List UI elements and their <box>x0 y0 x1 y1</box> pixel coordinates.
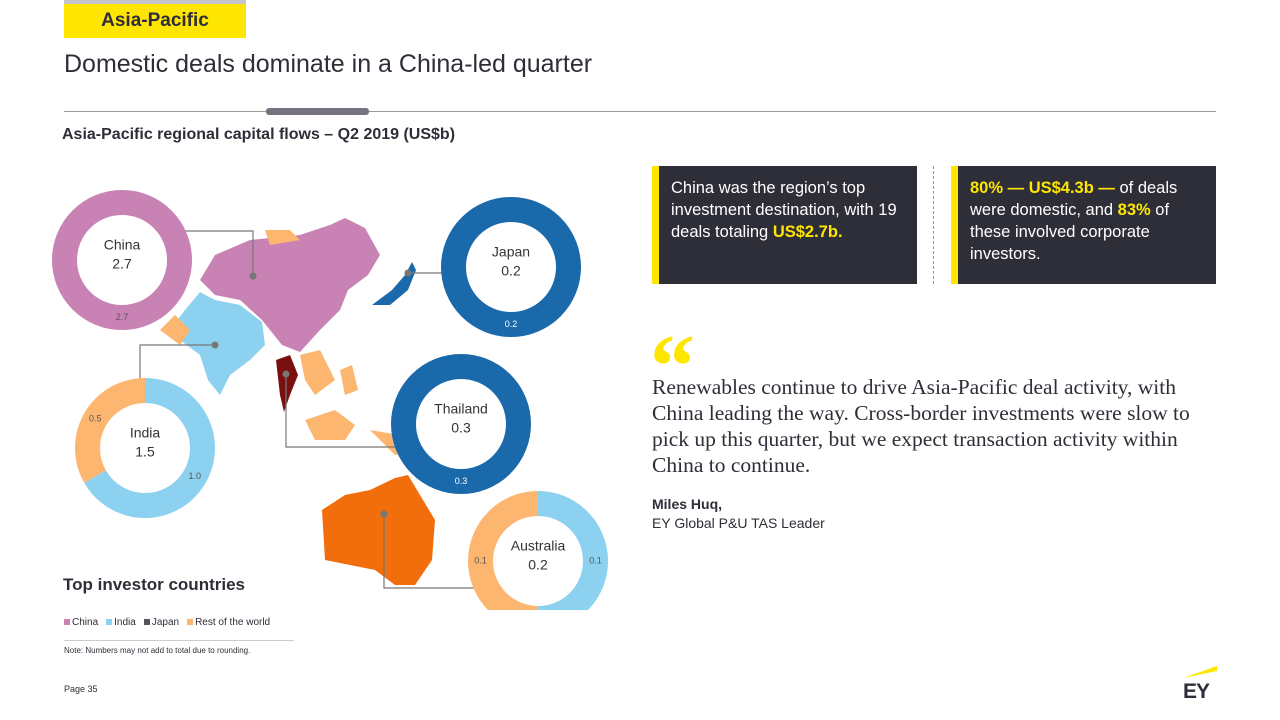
donut-title: India <box>130 425 161 441</box>
australia-shape <box>322 475 435 585</box>
legend-item: Rest of the world <box>187 617 270 628</box>
donut-total: 0.3 <box>451 420 471 436</box>
region-shape <box>300 350 335 395</box>
value-label: 0.1 <box>474 555 487 565</box>
legend-label: India <box>114 617 136 628</box>
quote-author: Miles Huq, <box>652 496 723 512</box>
legend-swatch <box>143 619 150 625</box>
logo-mark <box>1183 666 1217 678</box>
divider-tab <box>266 108 369 115</box>
donut-title: Australia <box>511 538 566 554</box>
dot <box>211 341 219 349</box>
callout-separator <box>933 166 934 284</box>
logo-beam <box>1183 666 1217 678</box>
legend-swatch <box>106 619 113 625</box>
slide-title: Domestic deals dominate in a China-led q… <box>64 50 593 78</box>
legend-label: China <box>72 617 99 628</box>
dot <box>249 272 257 280</box>
callout-text: of these involved corporate investors. <box>970 201 1170 263</box>
value-label: 0.1 <box>589 555 602 565</box>
donut-segment <box>52 190 192 330</box>
donut-hole <box>466 222 556 312</box>
japan-shape <box>372 262 416 305</box>
quote-mark: “ <box>650 317 695 416</box>
divider <box>64 111 1216 112</box>
page-number: Page 35 <box>64 684 98 694</box>
legend-item: China <box>64 617 98 628</box>
callout-text: 83% <box>1117 201 1151 219</box>
value-label: 0.5 <box>89 414 102 424</box>
donut-title: China <box>104 237 141 253</box>
value-label: 1.0 <box>189 471 202 481</box>
donut-hole <box>416 379 506 469</box>
legend-label: Rest of the world <box>195 617 271 628</box>
dot <box>380 510 388 518</box>
dot <box>404 269 412 277</box>
value-label: 2.7 <box>116 312 129 322</box>
donut-hole <box>100 403 190 493</box>
donut-total: 0.2 <box>528 557 548 573</box>
donut-total: 0.2 <box>501 263 521 279</box>
legend-swatch <box>187 619 194 625</box>
callout-text: China was the region’s top investment de… <box>671 179 897 241</box>
dot <box>282 370 290 378</box>
donut-segment <box>391 354 531 494</box>
legend-swatch <box>64 619 70 625</box>
region-shape <box>340 365 358 395</box>
value-label: 0.2 <box>505 319 518 329</box>
note: Note: Numbers may not add to total due t… <box>64 640 294 655</box>
china-shape <box>200 218 380 352</box>
map <box>160 218 435 585</box>
callout-text: of deals were domestic, and <box>970 179 1178 219</box>
donut-segment <box>468 491 608 610</box>
section-title: Asia-Pacific regional capital flows – Q2… <box>62 126 456 143</box>
value-label: 0.3 <box>455 476 468 486</box>
map-chart: 2.7 China 2.7 0.2 Japan 0.2 1.0 0.5 India 1.5 0.3 T… <box>52 190 608 610</box>
section-tag: Asia-Pacific <box>64 0 246 38</box>
callout-text: US$2.7b. <box>772 223 843 241</box>
thailand-shape <box>276 355 298 412</box>
logo: EY <box>1183 680 1210 703</box>
quote-text: Renewables continue to drive Asia-Pacifi… <box>652 375 1190 477</box>
legend: China India Japan Rest of the world <box>64 617 270 628</box>
donut-title: Japan <box>492 244 530 260</box>
callout-text: 80% — US$4.3b — <box>970 179 1115 197</box>
donut-total: 1.5 <box>135 444 155 460</box>
region-shape <box>160 315 190 345</box>
donut-segment <box>75 378 215 518</box>
legend-title: Top investor countries <box>63 575 245 594</box>
legend-label: Japan <box>151 617 180 628</box>
donut-total: 2.7 <box>112 256 132 272</box>
legend-item: Japan <box>143 617 180 628</box>
donut-segment <box>441 197 581 337</box>
legend-item: India <box>106 617 136 628</box>
donut-hole <box>77 215 167 305</box>
quote-role: EY Global P&U TAS Leader <box>652 515 825 531</box>
callout: China was the region’s top investment de… <box>652 166 917 284</box>
donut-hole <box>493 516 583 606</box>
region-shape <box>265 230 300 245</box>
region-shape <box>305 410 355 440</box>
donut-title: Thailand <box>434 401 488 417</box>
callout: 80% — US$4.3b — of deals were domestic, … <box>951 166 1216 284</box>
